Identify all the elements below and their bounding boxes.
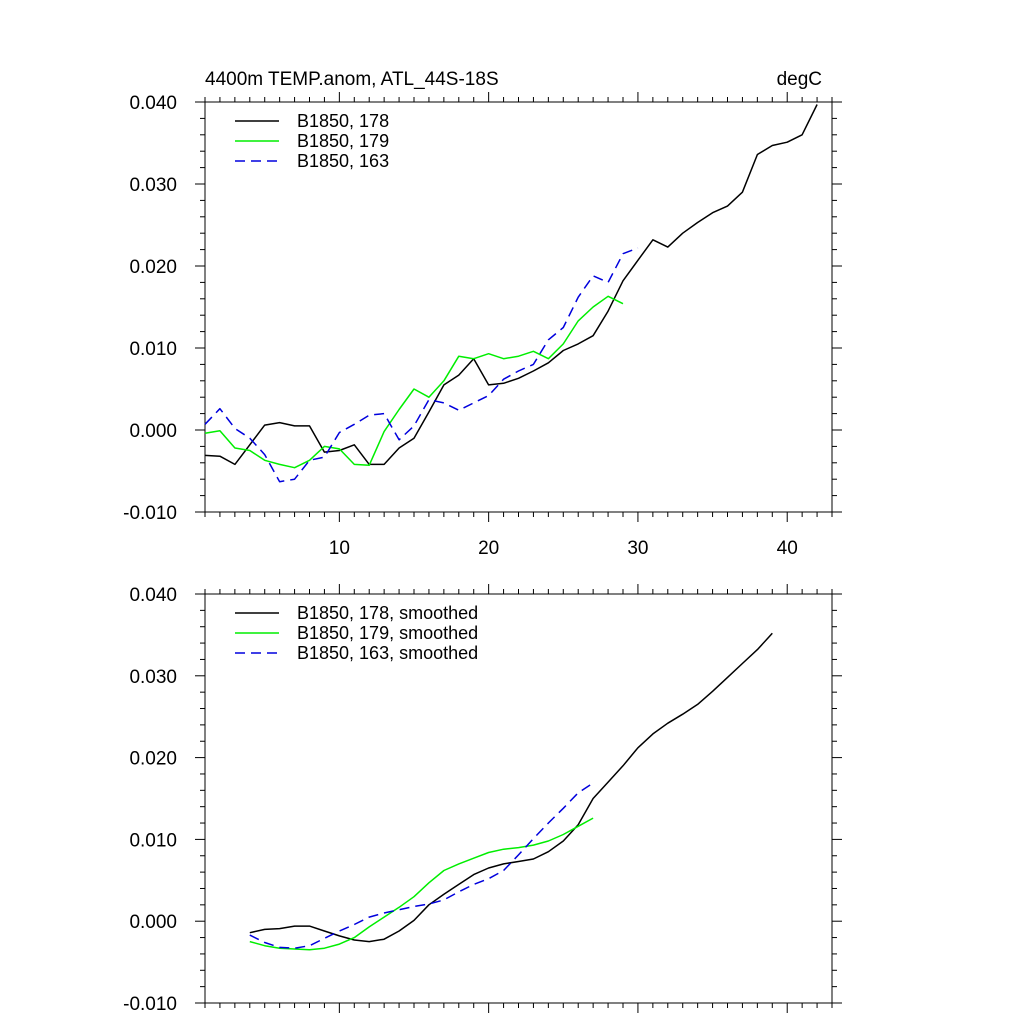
x-tick-label: 20	[478, 538, 499, 559]
y-tick-label: -0.010	[123, 994, 177, 1015]
chart-panel-1: 4400m TEMP.anom, ATL_44S-18S degC 10 20 30 40…	[123, 69, 842, 559]
y-tick-label: -0.010	[123, 503, 177, 524]
legend-label-1: B1850, 178, smoothed	[297, 603, 478, 623]
series-line-3	[204, 247, 639, 483]
y-tick-label: 0.020	[129, 749, 177, 770]
x-tick-label: 30	[627, 538, 648, 559]
y-tick-label: 0.030	[129, 667, 177, 688]
series-line-1	[249, 632, 773, 943]
y-tick-label: 0.010	[129, 830, 177, 851]
x-tick-label: 10	[329, 538, 350, 559]
y-tick-label: 0.010	[129, 339, 177, 360]
legend-label-2: B1850, 179	[297, 131, 389, 151]
legend-label-1: B1850, 178	[297, 111, 389, 131]
chart-panel-2: -0.010 0.000 0.010 0.020 0.030 0.040 B1850, 17…	[123, 584, 842, 1015]
y-tick-label: 0.020	[129, 257, 177, 278]
series-line-2	[204, 295, 624, 469]
x-tick-label: 40	[777, 538, 798, 559]
y-tick-label: 0.000	[129, 912, 177, 933]
series-line-3	[249, 782, 594, 949]
y-tick-label: 0.040	[129, 585, 177, 606]
legend-label-3: B1850, 163, smoothed	[297, 643, 478, 663]
y-tick-label: 0.000	[129, 421, 177, 442]
series-line-1	[204, 104, 818, 466]
chart-title: 4400m TEMP.anom, ATL_44S-18S	[205, 69, 499, 90]
series-line-2	[249, 817, 594, 951]
units-label: degC	[777, 69, 822, 90]
y-tick-label: 0.040	[129, 93, 177, 114]
legend-label-3: B1850, 163	[297, 151, 389, 171]
y-tick-label: 0.030	[129, 175, 177, 196]
legend-label-2: B1850, 179, smoothed	[297, 623, 478, 643]
